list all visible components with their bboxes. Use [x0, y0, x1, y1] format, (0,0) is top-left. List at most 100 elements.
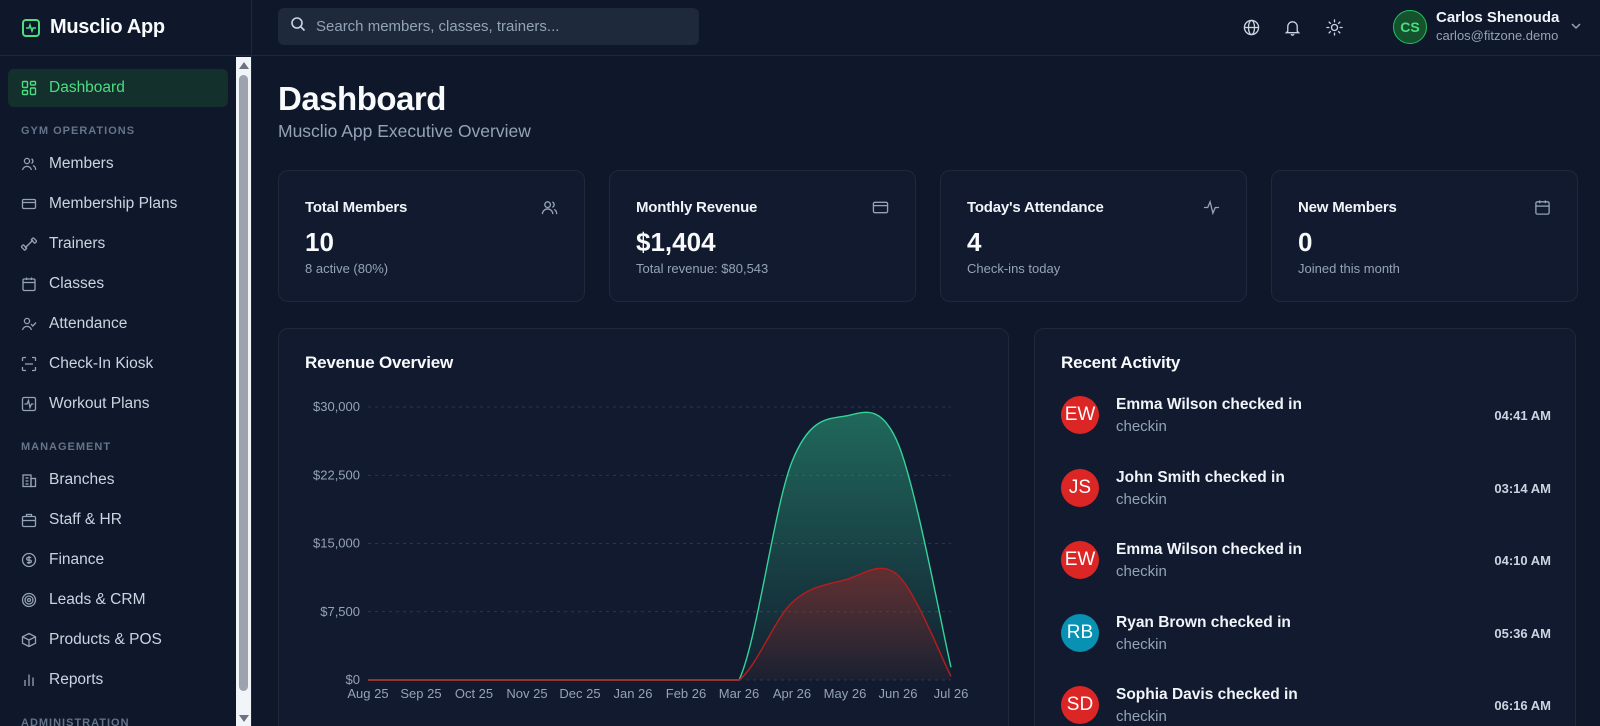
user-avatar[interactable]: CS — [1393, 10, 1427, 44]
activity-type: checkin — [1116, 563, 1167, 580]
stat-label: Monthly Revenue — [636, 199, 758, 216]
activity-item[interactable]: EW Emma Wilson checked in checkin 04:41 … — [1061, 396, 1551, 446]
sidebar-item-label: Attendance — [49, 315, 128, 332]
sidebar-item-attendance[interactable]: Attendance — [8, 305, 228, 343]
y-tick-label: $7,500 — [320, 604, 360, 619]
briefcase-icon — [21, 512, 37, 528]
dumbbell-icon — [21, 236, 37, 252]
sidebar-item-label: Branches — [49, 471, 115, 488]
card-icon — [872, 199, 889, 216]
scroll-thumb[interactable] — [239, 75, 248, 691]
stat-label: Total Members — [305, 199, 408, 216]
sidebar-item-label: Finance — [49, 551, 105, 568]
activity-title: Recent Activity — [1061, 353, 1181, 372]
calendar-icon — [1534, 199, 1551, 216]
search-icon — [290, 16, 306, 37]
x-tick-label: Jun 26 — [878, 686, 917, 701]
activity-item[interactable]: SD Sophia Davis checked in checkin 06:16… — [1061, 686, 1551, 726]
activity-avatar: RB — [1061, 613, 1099, 652]
activity-title-text: Emma Wilson checked in — [1116, 396, 1302, 413]
y-tick-label: $15,000 — [313, 536, 360, 551]
sidebar-item-workout-plans[interactable]: Workout Plans — [8, 385, 228, 423]
x-tick-label: Aug 25 — [347, 686, 388, 701]
activity-item[interactable]: JS John Smith checked in checkin 03:14 A… — [1061, 468, 1551, 519]
activity-title-text: Ryan Brown checked in — [1116, 613, 1291, 631]
sidebar-item-label: Check-In Kiosk — [49, 355, 154, 372]
activity-type: checkin — [1116, 490, 1167, 508]
sidebar-item-finance[interactable]: Finance — [8, 541, 228, 579]
page-subtitle: Musclio App Executive Overview — [278, 121, 531, 141]
stat-note: Total revenue: $80,543 — [636, 261, 769, 276]
activity-time: 04:41 AM — [1494, 408, 1551, 423]
x-tick-label: Jan 26 — [613, 686, 652, 701]
stat-card-total-members: Total Members 10 8 active (80%) — [278, 170, 585, 302]
activity-time: 04:10 AM — [1494, 553, 1551, 568]
bar-chart-icon — [21, 672, 37, 688]
building-icon — [21, 472, 37, 488]
sidebar-item-members[interactable]: Members — [8, 145, 228, 183]
nav-section-heading: ADMINISTRATION — [21, 717, 130, 726]
activity-type: checkin — [1116, 708, 1167, 725]
sidebar-item-check-in-kiosk[interactable]: Check-In Kiosk — [8, 345, 228, 383]
sidebar: Musclio App Dashboard GYM OPERATIONS Mem… — [0, 0, 252, 726]
sidebar-item-staff-hr[interactable]: Staff & HR — [8, 501, 228, 539]
stat-label: Today's Attendance — [967, 199, 1104, 216]
chevron-down-icon[interactable] — [1570, 19, 1584, 33]
sidebar-item-label: Staff & HR — [49, 511, 122, 528]
user-check-icon — [21, 316, 37, 332]
brand[interactable]: Musclio App — [0, 0, 251, 56]
user-email: carlos@fitzone.demo — [1436, 28, 1559, 43]
x-tick-label: May 26 — [824, 686, 867, 701]
stat-label: New Members — [1298, 199, 1397, 216]
x-tick-label: Apr 26 — [773, 686, 811, 701]
stat-note: Joined this month — [1298, 261, 1400, 276]
scroll-down-arrow-icon[interactable] — [239, 715, 249, 722]
y-tick-label: $0 — [346, 672, 360, 687]
sidebar-item-products-pos[interactable]: Products & POS — [8, 621, 228, 659]
sidebar-item-label: Products & POS — [49, 631, 162, 648]
sidebar-item-branches[interactable]: Branches — [8, 461, 228, 499]
stat-value: $1,404 — [636, 227, 716, 257]
sidebar-item-dashboard[interactable]: Dashboard — [8, 69, 228, 107]
sidebar-item-membership-plans[interactable]: Membership Plans — [8, 185, 228, 223]
recent-activity-card: Recent Activity EW Emma Wilson checked i… — [1034, 328, 1576, 726]
search-input[interactable] — [316, 18, 676, 35]
calendar-icon — [21, 276, 37, 292]
x-tick-label: Oct 25 — [455, 686, 493, 701]
sidebar-item-label: Workout Plans — [49, 395, 150, 412]
activity-time: 03:14 AM — [1494, 480, 1551, 496]
activity-icon — [1203, 199, 1220, 216]
sidebar-item-label: Trainers — [49, 235, 106, 252]
stat-value: 10 — [305, 227, 334, 257]
nav-section-heading: MANAGEMENT — [21, 441, 112, 453]
activity-title-text: John Smith checked in — [1116, 468, 1285, 486]
activity-item[interactable]: EW Emma Wilson checked in checkin 04:10 … — [1061, 541, 1551, 591]
sidebar-item-reports[interactable]: Reports — [8, 661, 228, 699]
bell-icon[interactable] — [1282, 17, 1302, 37]
sidebar-item-leads-crm[interactable]: Leads & CRM — [8, 581, 228, 619]
package-icon — [21, 632, 37, 648]
sidebar-item-label: Classes — [49, 275, 105, 292]
globe-icon[interactable] — [1241, 17, 1261, 37]
nav-section-heading: GYM OPERATIONS — [21, 125, 136, 137]
sidebar-scrollbar[interactable] — [236, 57, 251, 726]
activity-time: 05:36 AM — [1494, 625, 1551, 641]
scroll-up-arrow-icon[interactable] — [239, 62, 249, 69]
revenue-chart: $0 $7,500 $15,000 $22,500 $30,000 Aug 25 Sep 2… — [313, 399, 968, 701]
user-name[interactable]: Carlos Shenouda — [1436, 9, 1560, 26]
sidebar-item-classes[interactable]: Classes — [8, 265, 228, 303]
activity-type: checkin — [1116, 418, 1167, 435]
dollar-circle-icon — [21, 552, 37, 568]
sun-icon[interactable] — [1324, 17, 1344, 37]
sidebar-item-trainers[interactable]: Trainers — [8, 225, 228, 263]
activity-item[interactable]: RB Ryan Brown checked in checkin 05:36 A… — [1061, 613, 1551, 664]
x-tick-label: Dec 25 — [559, 686, 600, 701]
users-icon — [21, 156, 37, 172]
stat-card-todays-attendance: Today's Attendance 4 Check-ins today — [940, 170, 1247, 302]
activity-avatar: EW — [1061, 396, 1099, 434]
chart-title: Revenue Overview — [305, 353, 453, 372]
search-bar[interactable] — [278, 8, 699, 45]
top-bar: CS Carlos Shenouda carlos@fitzone.demo — [252, 0, 1600, 56]
stat-note: 8 active (80%) — [305, 261, 389, 276]
activity-avatar: JS — [1061, 468, 1099, 507]
